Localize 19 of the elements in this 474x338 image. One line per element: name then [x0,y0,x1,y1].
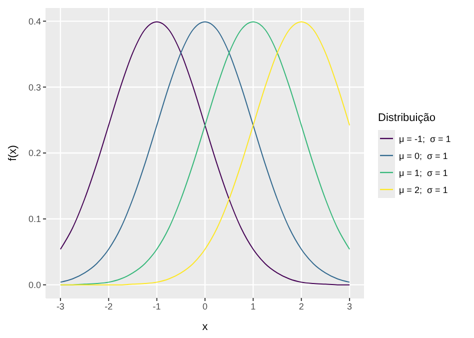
x-tick-label: -3 [56,301,64,312]
x-tick-label: 2 [298,301,304,312]
y-tick-label: 0.3 [28,82,41,92]
legend-title: Distribuição [378,112,436,124]
x-tick-label: 0 [202,301,208,312]
y-tick-label: 0.0 [28,280,41,290]
y-tick-label: 0.1 [28,214,41,224]
x-axis-title: x [202,321,208,333]
y-tick-label: 0.2 [28,148,41,158]
y-axis-title: f(x) [6,145,19,161]
x-tick-label: 1 [250,301,256,312]
x-tick-label: -2 [104,301,113,312]
legend-label: μ = -1; σ = 1 [399,134,451,144]
x-tick-label: 3 [347,301,352,312]
legend-label: μ = 0; σ = 1 [399,150,448,160]
legend-label: μ = 1; σ = 1 [399,168,448,178]
x-tick-label: -1 [152,301,161,312]
legend-label: μ = 2; σ = 1 [399,184,448,194]
y-tick-label: 0.4 [28,16,41,26]
